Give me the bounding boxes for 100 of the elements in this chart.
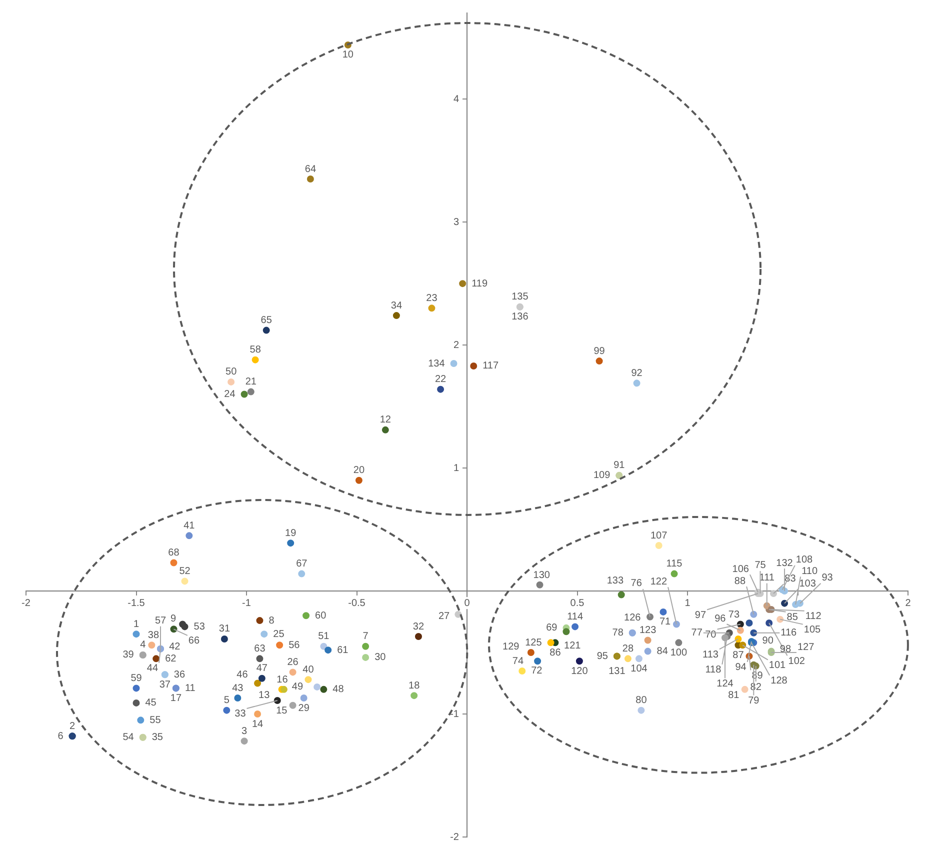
annotation: 40 (302, 664, 314, 676)
annotation: 43 (232, 682, 244, 694)
annotation: 2 (70, 720, 76, 732)
annotation: 57 (154, 616, 167, 627)
annotation: 37 (159, 679, 171, 690)
y-tick-label: 1 (453, 462, 460, 474)
annotation: 66 (188, 636, 200, 647)
annotation: 30 (374, 652, 386, 664)
annotation: 78 (612, 628, 624, 639)
annotation: 10 (342, 50, 354, 61)
annotation: 127 (797, 642, 815, 653)
annotation: 68 (168, 547, 180, 558)
annotation: 8 (268, 615, 275, 626)
annotation: 56 (288, 640, 300, 651)
annotation: 76 (630, 578, 642, 590)
x-tick-label: 0 (464, 598, 470, 609)
annotation: 59 (130, 672, 142, 684)
annotation: 50 (226, 366, 238, 378)
x-tick-label: 2 (905, 598, 912, 609)
annotation: 7 (362, 631, 369, 642)
annotation: 81 (728, 690, 740, 701)
annotation: 52 (179, 566, 191, 577)
y-tick-label: -2 (450, 832, 460, 843)
annotation: 67 (296, 558, 308, 570)
annotation: 101 (768, 660, 786, 672)
annotation: 20 (353, 465, 365, 476)
annotation: 69 (546, 622, 558, 634)
annotation: 130 (533, 570, 550, 581)
annotation: 135 (512, 292, 529, 303)
annotation: 132 (776, 558, 794, 569)
annotation: 93 (822, 572, 834, 584)
annotation: 84 (656, 646, 668, 658)
annotation: 51 (318, 631, 330, 642)
annotation: 28 (622, 643, 634, 654)
annotation: 35 (152, 732, 164, 744)
annotation: 74 (512, 656, 524, 667)
annotation: 45 (145, 698, 157, 709)
annotation: 72 (531, 666, 543, 677)
annotation: 112 (805, 611, 822, 622)
annotation: 124 (716, 678, 734, 690)
annotation: 55 (150, 714, 162, 726)
annotation: 31 (218, 624, 230, 635)
annotation: 13 (258, 690, 270, 701)
annotation: 58 (250, 344, 262, 356)
annotation: 108 (796, 554, 814, 566)
annotation: 6 (58, 730, 64, 742)
annotation: 106 (732, 564, 750, 575)
annotation: 24 (224, 389, 236, 400)
annotation: 134 (428, 358, 446, 370)
annotation: 14 (252, 718, 264, 730)
annotation: 95 (596, 650, 608, 662)
annotation: 54 (122, 732, 134, 744)
annotation: 115 (666, 558, 683, 570)
annotation: 26 (287, 656, 299, 668)
annotation: 61 (337, 644, 349, 656)
annotation: 91 (614, 460, 626, 472)
x-tick-label: -0.5 (348, 598, 366, 609)
x-tick-label: 0.5 (570, 598, 585, 609)
annotation: 109 (593, 470, 611, 482)
annotation: 29 (298, 702, 310, 714)
annotation: 9 (170, 613, 177, 624)
annotation: 63 (254, 643, 266, 654)
annotation: 88 (734, 576, 746, 587)
annotation: 62 (165, 653, 177, 664)
annotation: 123 (639, 624, 657, 636)
annotation: 12 (380, 414, 392, 426)
annotation: 104 (630, 663, 648, 674)
annotation: 113 (702, 649, 719, 660)
annotation: 77 (691, 628, 703, 639)
annotation: 41 (184, 520, 196, 532)
annotation: 103 (799, 578, 816, 590)
annotation: 42 (169, 642, 181, 653)
annotation: 131 (608, 666, 626, 677)
annotation: 110 (802, 566, 818, 577)
annotation: 117 (482, 360, 499, 372)
annotation: 23 (426, 292, 438, 304)
annotation: 17 (170, 692, 182, 704)
annotation: 11 (184, 682, 196, 694)
annotation: 136 (512, 312, 529, 323)
annotation: 21 (245, 376, 257, 388)
annotation: 16 (276, 674, 288, 686)
annotation: 49 (292, 682, 304, 693)
annotation: 1 (133, 618, 140, 630)
annotation: 133 (606, 576, 624, 587)
annotation: 47 (256, 663, 268, 674)
annotation: 129 (502, 642, 520, 653)
annotation: 116 (780, 628, 798, 639)
x-tick-label: -2 (22, 598, 31, 609)
y-tick-label: 2 (453, 340, 460, 351)
x-tick-label: -1 (242, 598, 252, 609)
annotation: 65 (260, 315, 272, 326)
annotation: 46 (236, 670, 248, 681)
annotation: 105 (804, 624, 822, 636)
annotation: 38 (148, 630, 160, 642)
annotation: 4 (140, 640, 146, 651)
annotation: 48 (332, 684, 344, 696)
annotation: 121 (564, 640, 582, 652)
annotation: 118 (705, 664, 722, 676)
annotation: 102 (788, 656, 806, 667)
x-tick-label: -1.5 (128, 598, 146, 609)
